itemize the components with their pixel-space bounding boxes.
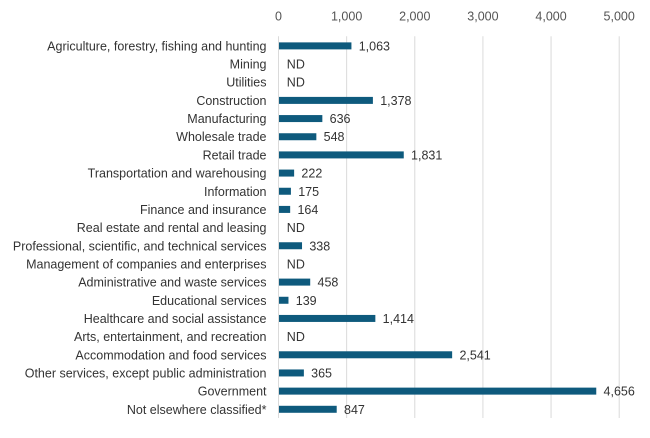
svg-text:Professional, scientific, and: Professional, scientific, and technical … xyxy=(13,239,267,253)
svg-text:Management of companies and en: Management of companies and enterprises xyxy=(26,257,266,271)
svg-text:Construction: Construction xyxy=(196,94,266,108)
svg-text:Other services, except public: Other services, except public administra… xyxy=(25,366,267,380)
svg-text:Educational services: Educational services xyxy=(152,294,267,308)
svg-text:ND: ND xyxy=(287,58,305,72)
svg-text:ND: ND xyxy=(287,330,305,344)
svg-text:ND: ND xyxy=(287,221,305,235)
svg-text:1,000: 1,000 xyxy=(331,9,362,23)
svg-text:139: 139 xyxy=(296,294,317,308)
svg-text:1,831: 1,831 xyxy=(411,148,442,162)
svg-text:164: 164 xyxy=(297,203,318,217)
svg-text:Arts, entertainment, and recre: Arts, entertainment, and recreation xyxy=(74,330,267,344)
svg-text:0: 0 xyxy=(275,9,282,23)
svg-text:Information: Information xyxy=(204,185,267,199)
svg-text:2,000: 2,000 xyxy=(399,9,430,23)
svg-text:Accommodation and food service: Accommodation and food services xyxy=(75,348,266,362)
svg-text:175: 175 xyxy=(298,185,319,199)
svg-text:Finance and insurance: Finance and insurance xyxy=(140,203,267,217)
svg-text:1,063: 1,063 xyxy=(359,39,390,53)
svg-text:Real estate and rental and lea: Real estate and rental and leasing xyxy=(77,221,267,235)
svg-text:3,000: 3,000 xyxy=(467,9,498,23)
svg-text:Agriculture, forestry, fishing: Agriculture, forestry, fishing and hunti… xyxy=(47,39,266,53)
svg-text:548: 548 xyxy=(324,130,345,144)
svg-text:Manufacturing: Manufacturing xyxy=(187,112,266,126)
svg-text:1,378: 1,378 xyxy=(380,94,411,108)
svg-text:2,541: 2,541 xyxy=(459,348,490,362)
svg-text:Utilities: Utilities xyxy=(226,76,266,90)
svg-text:5,000: 5,000 xyxy=(604,9,635,23)
svg-text:ND: ND xyxy=(287,76,305,90)
svg-text:636: 636 xyxy=(330,112,351,126)
svg-text:338: 338 xyxy=(309,239,330,253)
svg-text:458: 458 xyxy=(318,276,339,290)
svg-text:ND: ND xyxy=(287,257,305,271)
svg-text:Not elsewhere classified*: Not elsewhere classified* xyxy=(127,403,267,417)
svg-text:4,000: 4,000 xyxy=(535,9,566,23)
svg-text:Retail trade: Retail trade xyxy=(203,148,267,162)
svg-text:222: 222 xyxy=(301,167,322,181)
svg-text:Wholesale trade: Wholesale trade xyxy=(176,130,266,144)
svg-text:Transportation and warehousing: Transportation and warehousing xyxy=(88,167,267,181)
svg-text:4,656: 4,656 xyxy=(604,385,635,399)
svg-text:Mining: Mining xyxy=(230,58,267,72)
svg-text:1,414: 1,414 xyxy=(383,312,414,326)
svg-text:847: 847 xyxy=(344,403,365,417)
svg-text:Government: Government xyxy=(198,385,267,399)
svg-text:Administrative and waste servi: Administrative and waste services xyxy=(78,276,266,290)
svg-text:365: 365 xyxy=(311,366,332,380)
svg-text:Healthcare and social assistan: Healthcare and social assistance xyxy=(84,312,267,326)
